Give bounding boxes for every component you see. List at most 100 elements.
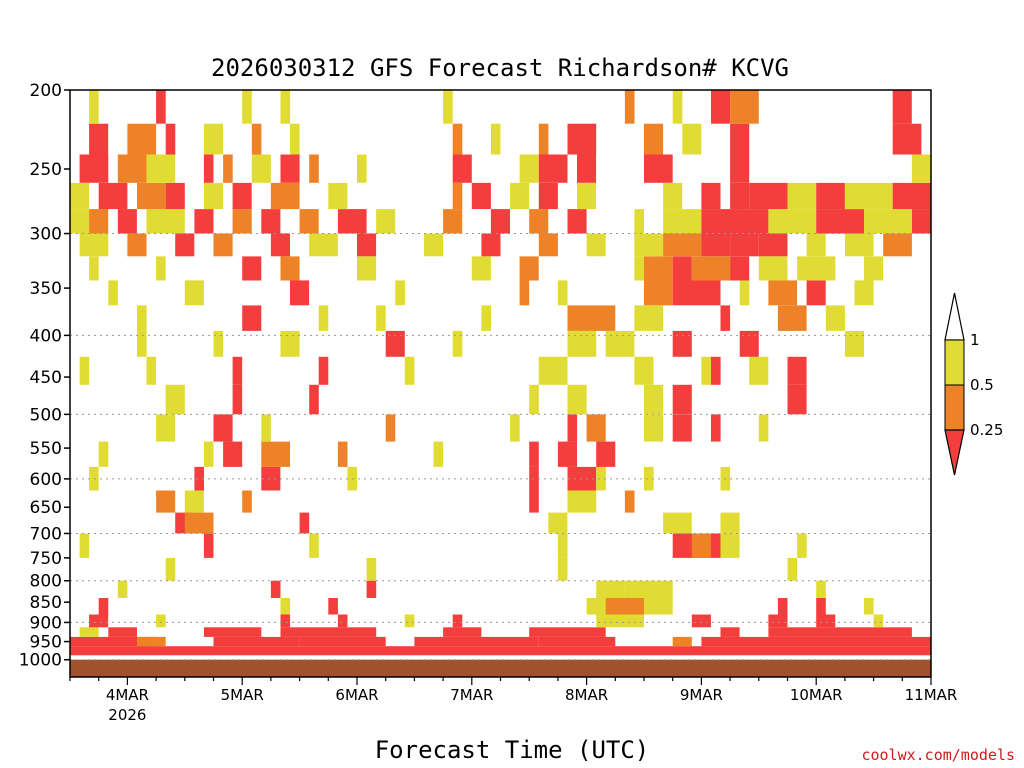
heatmap-cell xyxy=(739,330,759,357)
heatmap-cell xyxy=(538,356,568,385)
x-tick-label: 10MAR xyxy=(790,686,843,704)
heatmap-cell xyxy=(89,614,109,628)
heatmap-cell xyxy=(70,636,157,647)
heatmap-cell xyxy=(251,154,271,183)
heatmap-cell xyxy=(203,123,223,155)
heatmap-cell xyxy=(596,614,644,628)
heatmap-cell xyxy=(89,466,99,491)
heatmap-cell xyxy=(280,154,300,183)
heatmap-cell xyxy=(911,154,931,183)
heatmap-cell xyxy=(720,627,740,637)
heatmap-cell xyxy=(242,256,262,281)
heatmap-cell xyxy=(270,182,300,210)
legend-arrow-bottom xyxy=(944,429,965,476)
y-tick-label: 850 xyxy=(30,593,62,613)
heatmap-cell xyxy=(261,209,281,234)
heatmap-cell xyxy=(825,305,845,331)
heatmap-cell xyxy=(567,414,578,442)
y-tick-label: 600 xyxy=(30,470,62,490)
heatmap-cell xyxy=(337,441,348,467)
heatmap-cell xyxy=(280,256,300,281)
heatmap-cell xyxy=(146,209,185,234)
heatmap-cell xyxy=(529,490,539,513)
heatmap-cell xyxy=(730,123,750,155)
heatmap-cell xyxy=(242,305,262,331)
heatmap-cell xyxy=(529,209,549,234)
heatmap-cell xyxy=(730,233,759,257)
heatmap-cell xyxy=(89,90,99,124)
heatmap-cell xyxy=(816,598,826,615)
heatmap-cell xyxy=(529,384,539,415)
heatmap-cell xyxy=(137,330,147,357)
heatmap-cell xyxy=(758,256,788,281)
x-tick-label: 7MAR xyxy=(450,686,493,704)
heatmap-cell xyxy=(864,598,874,615)
heatmap-cell xyxy=(634,256,644,281)
heatmap-cell xyxy=(184,512,214,534)
heatmap-cell xyxy=(892,182,931,210)
heatmap-cell xyxy=(538,182,558,210)
heatmap-cell xyxy=(605,330,635,357)
heatmap-cell xyxy=(194,466,204,491)
heatmap-cell xyxy=(137,636,166,647)
heatmap-cell xyxy=(672,330,692,357)
heatmap-cell xyxy=(471,256,491,281)
heatmap-cell xyxy=(797,256,836,281)
heatmap-cell xyxy=(490,209,510,234)
heatmap-cell xyxy=(366,557,377,581)
heatmap-cell xyxy=(567,123,597,155)
heatmap-cell xyxy=(854,280,874,306)
heatmap-cell xyxy=(79,233,109,257)
heatmap-cell xyxy=(366,580,377,598)
heatmap-cell xyxy=(242,490,252,513)
colorbar-legend: 1 0.5 0.25 xyxy=(944,292,1003,476)
y-tick-label: 900 xyxy=(30,613,62,633)
heatmap-cell xyxy=(644,414,664,442)
heatmap-cell xyxy=(270,233,290,257)
heatmap-cell xyxy=(108,280,118,306)
heatmap-cell xyxy=(644,256,673,281)
heatmap-cell xyxy=(519,154,539,183)
heatmap-cell xyxy=(280,330,300,357)
heatmap-cell xyxy=(768,627,788,637)
heatmap-cell xyxy=(720,305,731,331)
heatmap-cell xyxy=(806,280,826,306)
heatmap-cell xyxy=(596,466,606,491)
heatmap-cell xyxy=(634,209,644,234)
heatmap-cell xyxy=(290,123,300,155)
heatmap-cell xyxy=(892,123,922,155)
heatmap-cell xyxy=(443,209,463,234)
heatmap-cell xyxy=(816,614,836,628)
heatmap-cell xyxy=(538,233,558,257)
heatmap-cell xyxy=(223,441,243,467)
heatmap-cell xyxy=(203,627,262,637)
heatmap-cell xyxy=(433,441,444,467)
heatmap-cell xyxy=(232,182,252,210)
heatmap-cell xyxy=(357,233,377,257)
y-tick-label: 700 xyxy=(30,524,62,544)
heatmap-cell xyxy=(567,305,616,331)
heatmap-cell xyxy=(165,182,185,210)
heatmap-cell xyxy=(711,414,721,442)
heatmap-cell xyxy=(261,466,281,491)
x-tick-label: 6MAR xyxy=(335,686,378,704)
heatmap-cell xyxy=(404,614,415,628)
heatmap-cell xyxy=(758,233,788,257)
y-tick-label: 1000 xyxy=(19,651,62,671)
y-tick-label: 400 xyxy=(30,326,62,346)
heatmap-cell xyxy=(280,627,377,637)
heatmap-cell xyxy=(596,441,616,467)
heatmap-cell xyxy=(79,627,99,637)
heatmap-cell xyxy=(519,280,530,306)
heatmap-cell xyxy=(127,123,157,155)
heatmap-cell xyxy=(184,280,204,306)
heatmap-cell xyxy=(844,182,893,210)
heatmap-cell xyxy=(787,356,807,385)
heatmap-cell xyxy=(567,209,587,234)
heatmap-cell xyxy=(557,533,568,558)
y-tick-label: 550 xyxy=(30,439,62,459)
heatmap-cell xyxy=(644,384,664,415)
heatmap-cell xyxy=(644,123,664,155)
heatmap-cell xyxy=(701,233,731,257)
y-tick-label: 750 xyxy=(30,549,62,569)
